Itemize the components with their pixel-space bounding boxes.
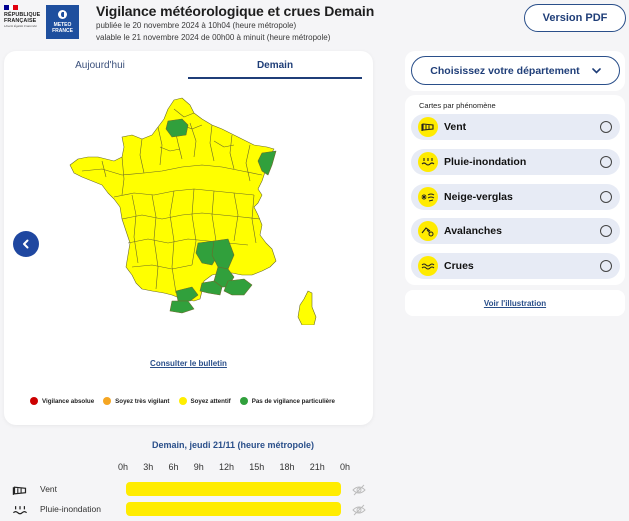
phenomenon-label: Neige-verglas <box>444 191 513 203</box>
phenomena-heading: Cartes par phénomène <box>419 101 496 110</box>
dept-green-pyrenees-orientales <box>169 300 195 314</box>
department-select-label: Choisissez votre département <box>430 64 580 77</box>
radio-neige-verglas[interactable] <box>600 191 612 203</box>
hour-tick: 9h <box>193 462 204 472</box>
radio-pluie-inondation[interactable] <box>600 156 612 168</box>
hour-tick: 6h <box>168 462 179 472</box>
view-illustration-link[interactable]: Voir l'illustration <box>483 298 547 308</box>
hour-tick: 21h <box>309 462 325 472</box>
mf-line2: FRANCE <box>52 28 73 34</box>
wind-sock-icon <box>418 117 438 137</box>
hour-tick: 3h <box>143 462 154 472</box>
legend-label: Soyez attentif <box>190 397 231 405</box>
vent-level-bar[interactable] <box>126 482 341 496</box>
meteo-france-logo: METEO FRANCE <box>46 5 79 39</box>
phenomenon-label: Crues <box>444 260 474 272</box>
orange-dot-icon <box>103 397 112 405</box>
phenomenon-vent[interactable]: Vent <box>411 114 620 140</box>
red-dot-icon <box>30 397 38 405</box>
chevron-down-icon <box>591 67 601 74</box>
dept-green-var <box>223 278 253 296</box>
title-block: Vigilance météorologique et crues Demain… <box>96 3 374 43</box>
phenomenon-neige-verglas[interactable]: Neige-verglas <box>411 184 620 210</box>
legend-label: Soyez très vigilant <box>115 397 170 405</box>
day-tabs: Aujourd'hui Demain <box>4 59 373 79</box>
timeline-row-label: Vent <box>40 484 58 494</box>
french-flag-icon <box>4 5 19 10</box>
dept-green-somme <box>165 118 189 138</box>
previous-day-button[interactable] <box>13 231 39 257</box>
legend-item-green: Pas de vigilance particulière <box>239 397 335 405</box>
pdf-version-button[interactable]: Version PDF <box>524 4 626 32</box>
phenomenon-avalanches[interactable]: Avalanches <box>411 218 620 244</box>
wind-sock-icon <box>12 483 28 501</box>
rf-line2: FRANÇAISE <box>4 18 37 24</box>
radio-avalanches[interactable] <box>600 225 612 237</box>
tab-tomorrow[interactable]: Demain <box>188 59 362 79</box>
timeline-row-vent: Vent <box>0 481 380 497</box>
rf-motto: Liberté Égalité Fraternité <box>4 24 37 28</box>
legend-item-yellow: Soyez attentif <box>178 397 231 405</box>
rain-flood-icon <box>418 152 438 172</box>
phenomenon-pluie-inondation[interactable]: Pluie-inondation <box>411 149 620 175</box>
rain-flood-icon <box>12 503 28 521</box>
published-date: publiée le 20 novembre 2024 à 10h04 (heu… <box>96 21 297 30</box>
legend-label: Pas de vigilance particulière <box>251 397 335 405</box>
phenomenon-label: Avalanches <box>444 225 502 237</box>
vigilance-legend: Vigilance absolue Soyez très vigilant So… <box>30 397 335 405</box>
hour-tick: 12h <box>218 462 234 472</box>
legend-item-red: Vigilance absolue <box>30 397 94 405</box>
timeline-row-pluie-inondation: Pluie-inondation <box>0 501 380 517</box>
hour-tick: 15h <box>249 462 265 472</box>
corsica <box>297 290 317 325</box>
department-card: Choisissez votre département <box>405 51 625 91</box>
consult-bulletin-link[interactable]: Consulter le bulletin <box>150 359 227 368</box>
france-vigilance-map[interactable] <box>62 95 322 325</box>
map-card: Aujourd'hui Demain <box>4 51 373 425</box>
timeline-hours: 0h 3h 6h 9h 12h 15h 18h 21h 0h <box>118 462 350 472</box>
rf-line1: RÉPUBLIQUE <box>4 12 41 18</box>
page-header: RÉPUBLIQUE FRANÇAISE Liberté Égalité Fra… <box>0 0 629 46</box>
dept-green-aude <box>175 286 199 302</box>
phenomenon-label: Pluie-inondation <box>444 156 527 168</box>
phenomenon-label: Vent <box>444 121 467 133</box>
timeline-title: Demain, jeudi 21/11 (heure métropole) <box>151 440 315 450</box>
hour-tick: 18h <box>279 462 295 472</box>
eye-slash-icon[interactable] <box>352 503 366 521</box>
tab-today[interactable]: Aujourd'hui <box>75 60 125 71</box>
chevron-left-icon <box>23 239 29 249</box>
yellow-dot-icon <box>178 397 187 405</box>
hour-tick: 0h <box>118 462 129 472</box>
flood-waves-icon <box>418 256 438 276</box>
dept-green-bas-rhin <box>257 150 277 176</box>
radio-vent[interactable] <box>600 121 612 133</box>
radio-crues[interactable] <box>600 260 612 272</box>
phenomenon-crues[interactable]: Crues <box>411 253 620 279</box>
page-title: Vigilance météorologique et crues Demain <box>96 3 375 19</box>
illustration-card: Voir l'illustration <box>405 290 625 316</box>
department-select[interactable]: Choisissez votre département <box>411 56 620 85</box>
validity-date: valable le 21 novembre 2024 de 00h00 à m… <box>96 33 331 42</box>
snow-ice-icon <box>418 187 438 207</box>
green-dot-icon <box>239 397 248 405</box>
meteo-france-emblem-icon <box>58 10 67 19</box>
dept-green-bouches-du-rhone <box>199 280 223 296</box>
timeline-row-label: Pluie-inondation <box>40 504 101 514</box>
pluie-inondation-level-bar[interactable] <box>126 502 341 516</box>
legend-item-orange: Soyez très vigilant <box>103 397 170 405</box>
republique-francaise-logo: RÉPUBLIQUE FRANÇAISE Liberté Égalité Fra… <box>4 5 44 41</box>
eye-slash-icon[interactable] <box>352 483 366 501</box>
legend-label: Vigilance absolue <box>42 397 95 405</box>
hour-tick: 0h <box>339 462 350 472</box>
mf-line1: METEO <box>53 22 72 28</box>
phenomena-card: Cartes par phénomène Vent Pluie-inondati… <box>405 95 625 285</box>
avalanche-icon <box>418 221 438 241</box>
